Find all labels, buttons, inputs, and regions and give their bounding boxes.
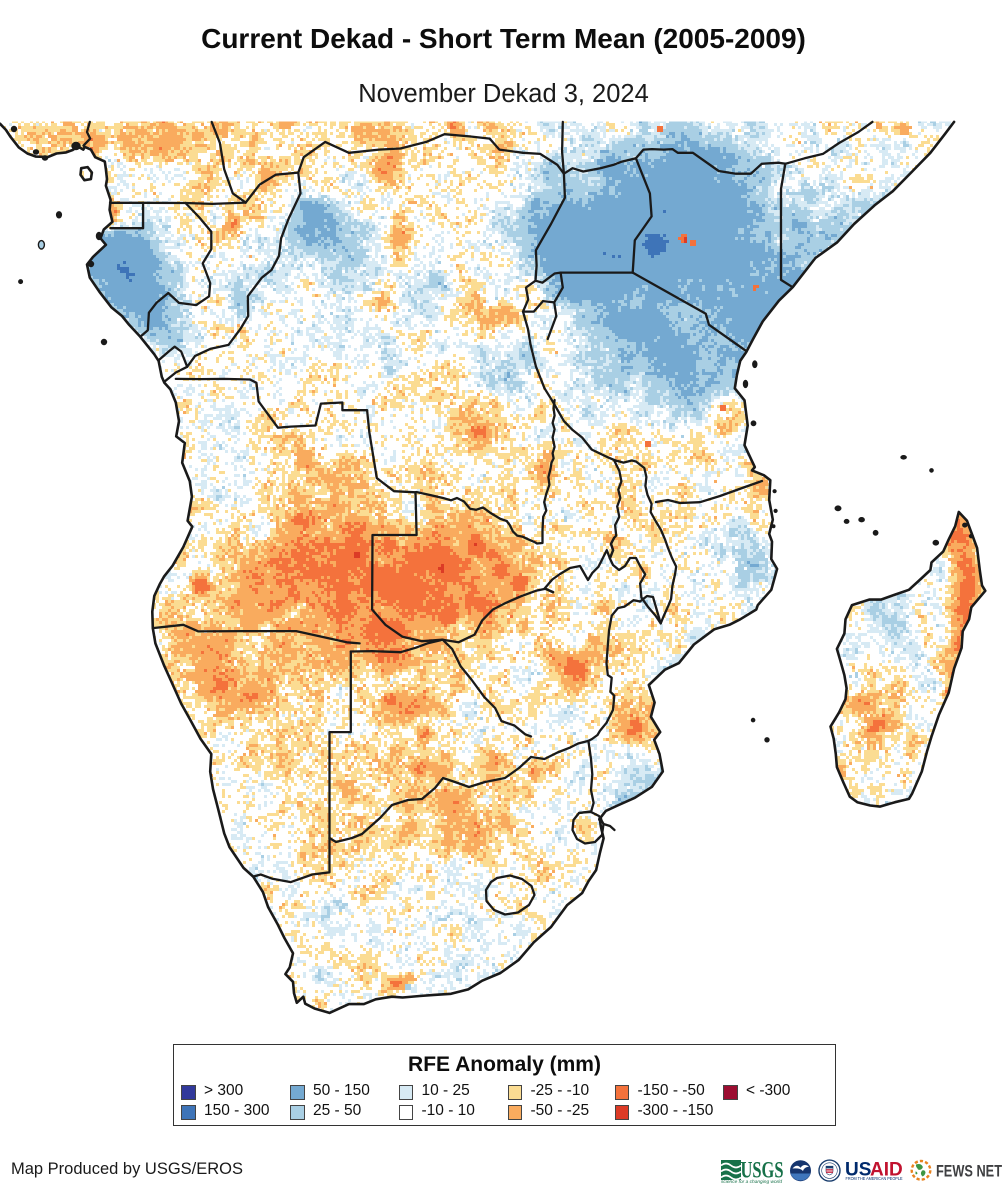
svg-text:FROM THE AMERICAN PEOPLE: FROM THE AMERICAN PEOPLE — [846, 1176, 903, 1181]
svg-text:USGS: USGS — [741, 1158, 784, 1183]
svg-text:US: US — [845, 1160, 871, 1181]
svg-text:FEWS NET: FEWS NET — [936, 1163, 1002, 1181]
svg-text:science for a changing world: science for a changing world — [721, 1179, 783, 1184]
svg-text:AID: AID — [870, 1160, 903, 1181]
